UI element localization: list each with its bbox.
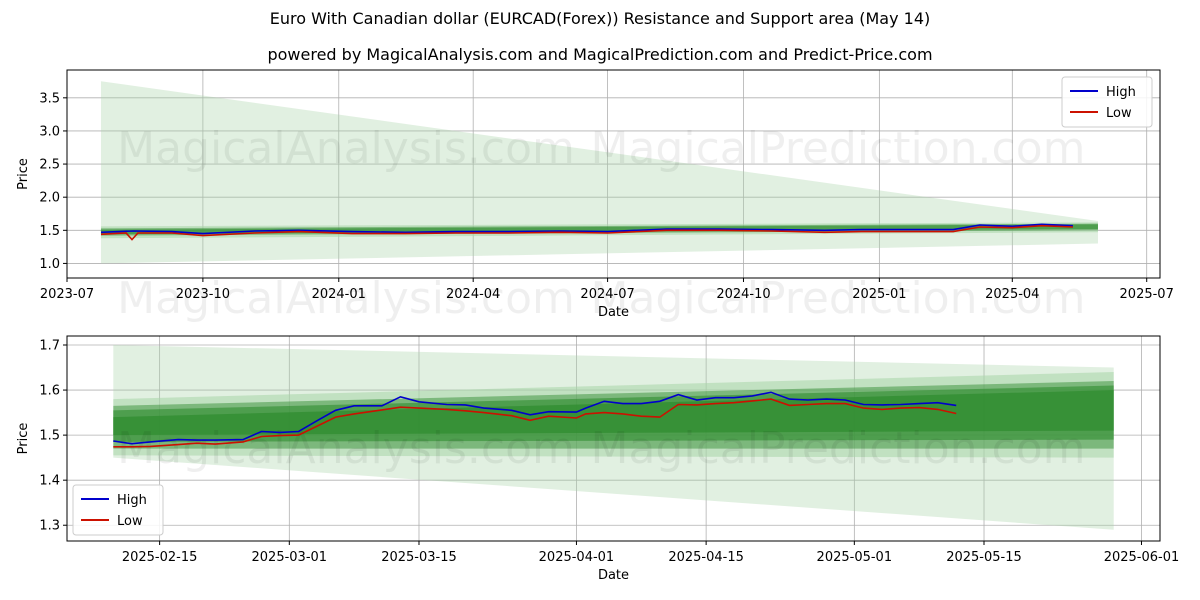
y-tick-label: 1.4 [39,474,60,489]
y-tick-label: 2.5 [39,158,60,173]
legend-label-low: Low [1106,106,1132,121]
chart-panel-2: MagicalAnalysis.com MagicalPrediction.com… [16,335,1180,583]
y-tick-label: 1.6 [39,384,60,399]
series-group [113,391,957,448]
plot-frame [66,69,1161,279]
watermark: MagicalAnalysis.com [117,273,575,324]
watermark: MagicalPrediction.com [591,123,1086,174]
y-axis-label: Price [16,423,31,455]
series-group [100,223,1073,241]
x-tick-label: 2025-04 [985,287,1039,302]
x-tick-label: 2025-05-15 [946,550,1022,565]
x-tick-label: 2025-02-15 [122,550,198,565]
x-tick-label: 2025-04-01 [539,550,615,565]
watermark: MagicalPrediction.com [591,273,1086,324]
x-tick-label: 2025-03-15 [381,550,457,565]
series-line-high [100,223,1073,235]
x-axis-label: Date [598,568,629,583]
legend: High Low [1061,76,1153,128]
y-tick-label: 1.5 [39,224,60,239]
x-tick-label: 2023-07 [40,287,94,302]
x-tick-label: 2024-01 [312,287,366,302]
chart-title: Euro With Canadian dollar (EURCAD(Forex)… [269,9,931,28]
x-tick-label: 2025-01 [852,287,906,302]
x-tick-label: 2025-03-01 [252,550,328,565]
x-tick-label: 2025-04-15 [668,550,744,565]
x-tick-label: 2024-10 [716,287,770,302]
x-tick-label: 2025-06-01 [1104,550,1180,565]
legend-label-low: Low [117,514,143,529]
y-tick-label: 3.0 [39,124,60,139]
series-line-low [100,224,1073,241]
x-tick-label: 2023-10 [176,287,230,302]
y-tick-label: 3.5 [39,91,60,106]
y-tick-label: 2.0 [39,191,60,206]
series-line-low [113,398,957,448]
legend-label-high: High [1106,85,1136,100]
y-tick-label: 1.5 [39,429,60,444]
x-tick-label: 2024-04 [446,287,500,302]
watermark: MagicalPrediction.com [591,423,1086,474]
band-outer [100,81,1098,264]
x-tick-label: 2025-07 [1120,287,1174,302]
y-tick-label: 1.0 [39,257,60,272]
watermark: MagicalAnalysis.com [117,423,575,474]
chart-subtitle: powered by MagicalAnalysis.com and Magic… [267,45,933,64]
x-tick-label: 2025-05-01 [817,550,893,565]
series-line-high [113,391,957,445]
watermark: MagicalAnalysis.com [117,123,575,174]
y-axis-label: Price [16,158,31,190]
x-axis-label: Date [598,305,629,320]
legend-label-high: High [117,493,147,508]
chart-panel-1: MagicalAnalysis.com MagicalPrediction.com… [16,69,1174,324]
x-tick-label: 2024-07 [580,287,634,302]
legend-box [1061,76,1153,128]
legend: High Low [72,484,164,536]
y-tick-label: 1.7 [39,339,60,354]
legend-box [72,484,164,536]
plot-frame [66,335,1161,542]
y-tick-label: 1.3 [39,519,60,534]
